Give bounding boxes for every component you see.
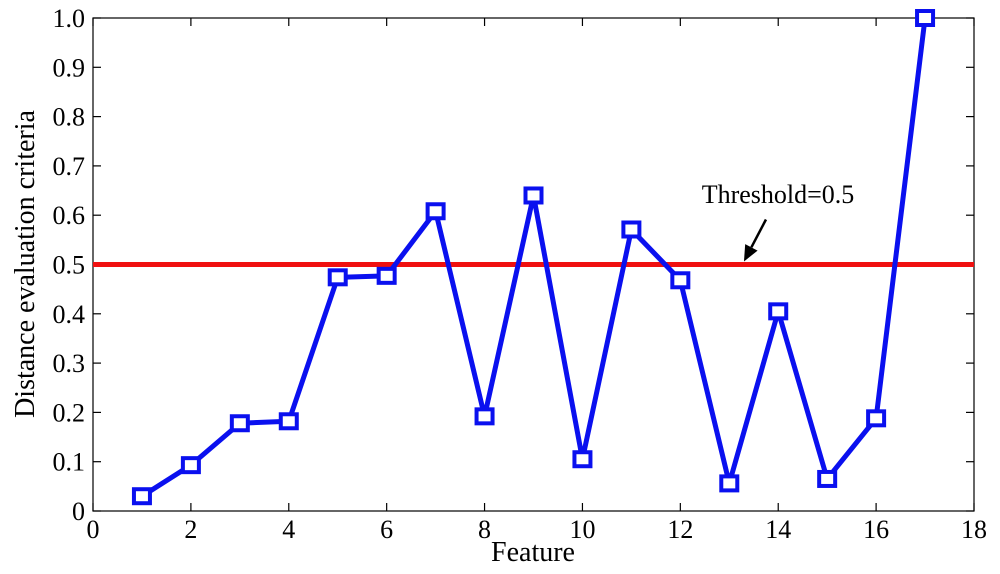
annotation-arrow-shaft bbox=[750, 218, 768, 248]
x-tick-label: 14 bbox=[765, 515, 791, 544]
data-point bbox=[523, 186, 544, 205]
threshold-annotation-label: Threshold=0.5 bbox=[702, 180, 855, 209]
data-point bbox=[621, 220, 642, 239]
x-tick-label: 12 bbox=[667, 515, 693, 544]
data-point bbox=[229, 414, 250, 433]
series-layer bbox=[131, 9, 936, 506]
y-tick-label: 0.2 bbox=[53, 398, 86, 427]
x-tick-label: 16 bbox=[863, 515, 889, 544]
y-axis-ticks: 0 0.1 0.2 0.3 0.4 0.5 0.6 0.7 0.8 0.9 1.0 bbox=[53, 4, 974, 526]
data-point bbox=[278, 412, 299, 431]
data-point bbox=[474, 407, 495, 426]
y-tick-label: 0.9 bbox=[53, 53, 86, 82]
x-tick-label: 0 bbox=[87, 515, 100, 544]
x-tick-label: 2 bbox=[184, 515, 197, 544]
y-tick-label: 0.3 bbox=[53, 349, 86, 378]
y-tick-label: 1.0 bbox=[53, 4, 86, 33]
y-tick-label: 0.6 bbox=[53, 201, 86, 230]
y-tick-label: 0.1 bbox=[53, 448, 86, 477]
data-point bbox=[768, 302, 789, 321]
x-tick-label: 6 bbox=[380, 515, 393, 544]
data-point bbox=[719, 474, 740, 493]
data-point bbox=[180, 456, 201, 475]
y-tick-label: 0.7 bbox=[53, 152, 86, 181]
data-point bbox=[572, 450, 593, 469]
data-point bbox=[670, 271, 691, 290]
x-tick-label: 8 bbox=[478, 515, 491, 544]
data-point bbox=[327, 268, 348, 287]
data-point bbox=[866, 409, 887, 428]
data-point bbox=[425, 202, 446, 221]
y-tick-label: 0.4 bbox=[53, 300, 86, 329]
x-axis-label: Feature bbox=[491, 537, 575, 568]
y-tick-label: 0.8 bbox=[53, 103, 86, 132]
x-tick-label: 18 bbox=[961, 515, 987, 544]
x-tick-label: 10 bbox=[569, 515, 595, 544]
data-point bbox=[376, 266, 397, 285]
y-tick-label: 0 bbox=[72, 497, 85, 526]
y-tick-label: 0.5 bbox=[53, 251, 86, 280]
data-point bbox=[817, 469, 838, 488]
x-axis-ticks: 0 2 4 6 8 10 12 14 16 18 bbox=[87, 18, 987, 544]
x-tick-label: 4 bbox=[282, 515, 295, 544]
data-point bbox=[915, 9, 936, 27]
data-point bbox=[131, 487, 152, 506]
y-axis-label: Distance evaluation criteria bbox=[10, 110, 41, 418]
annotation-layer: Threshold=0.5 bbox=[702, 180, 855, 262]
annotation-arrow-head bbox=[743, 244, 758, 262]
